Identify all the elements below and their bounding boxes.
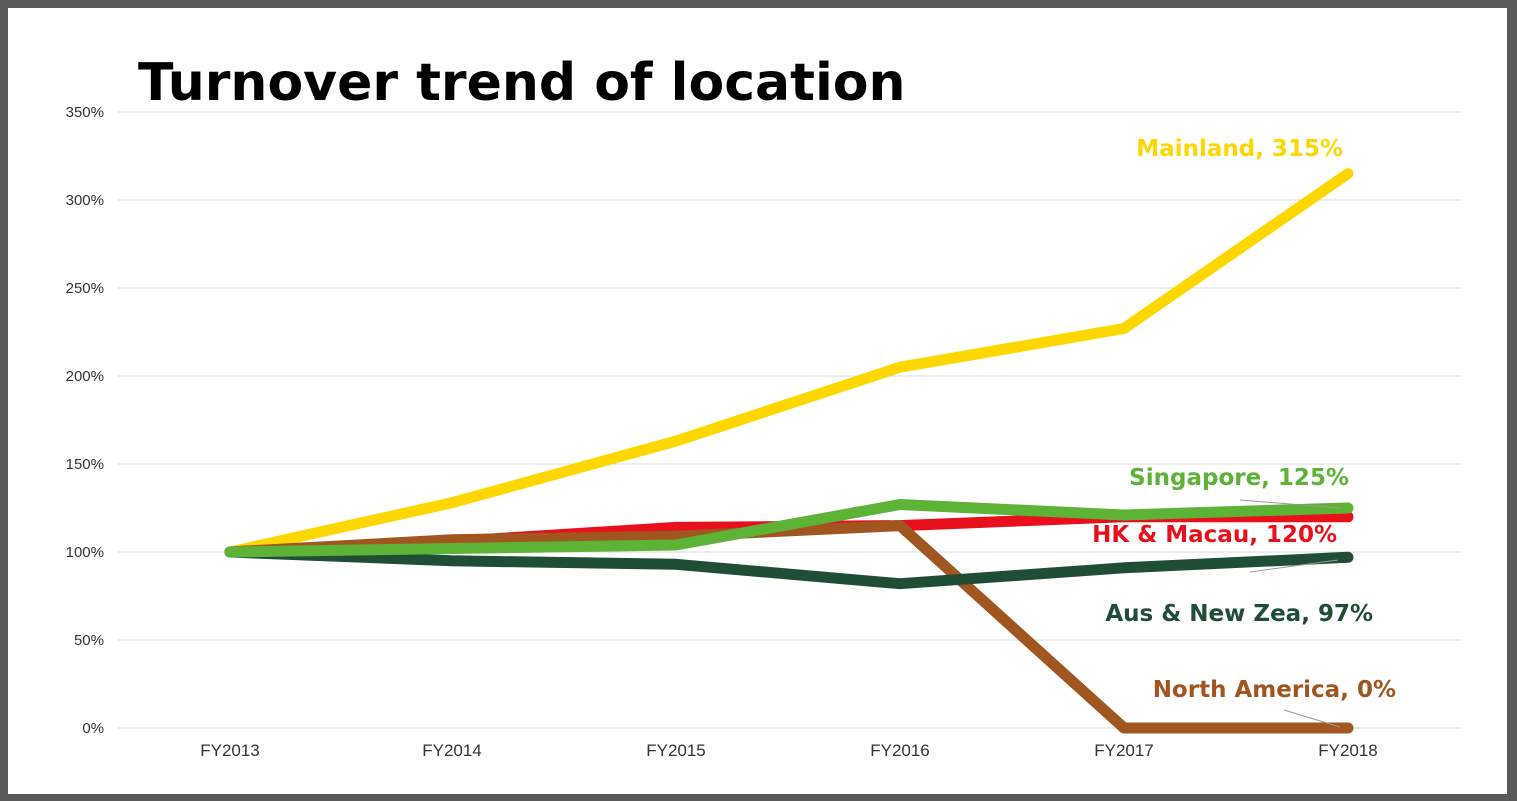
x-tick-label: FY2017 (1094, 741, 1154, 760)
y-tick-label: 150% (66, 456, 104, 473)
series-label-north-america: North America, 0% (1153, 677, 1396, 703)
line-chart: Turnover trend of location 0% 50% 100% 150%… (66, 53, 1461, 760)
label-leader-line (1239, 499, 1341, 509)
y-tick-label: 100% (66, 544, 104, 561)
y-tick-label: 250% (66, 280, 104, 297)
label-leader-line (1283, 709, 1341, 728)
series-line-mainland (224, 168, 1354, 558)
label-leader-line (1249, 559, 1339, 573)
y-tick-label: 300% (66, 192, 104, 209)
series-labels: Mainland, 315% HK & Macau, 120% North Amer… (1092, 136, 1396, 703)
series-label-aus-new-zea: Aus & New Zea, 97% (1105, 601, 1373, 627)
y-tick-label: 200% (66, 368, 104, 385)
gridlines (118, 111, 1461, 729)
y-tick-label: 50% (74, 632, 104, 649)
series-line-singapore (224, 499, 1354, 558)
y-tick-label: 0% (82, 720, 104, 737)
series-label-hk-macau: HK & Macau, 120% (1092, 522, 1337, 548)
slide: Turnover trend of location 0% 50% 100% 150%… (8, 8, 1507, 794)
x-tick-label: FY2018 (1318, 741, 1378, 760)
x-tick-label: FY2015 (646, 741, 706, 760)
series-lines (224, 168, 1354, 734)
x-tick-label: FY2014 (422, 741, 482, 760)
series-line-aus-new-zea (224, 546, 1354, 590)
y-tick-label: 350% (66, 104, 104, 121)
x-axis-ticks: FY2013 FY2014 FY2015 FY2016 FY2017 FY2018 (200, 741, 1378, 760)
series-label-mainland: Mainland, 315% (1136, 136, 1343, 162)
label-leaders (1239, 499, 1341, 728)
y-axis-ticks: 0% 50% 100% 150% 200% 250% 300% 350% (66, 104, 104, 737)
series-label-singapore: Singapore, 125% (1129, 465, 1349, 491)
x-tick-label: FY2016 (870, 741, 930, 760)
x-tick-label: FY2013 (200, 741, 260, 760)
series-line-north-america (224, 520, 1354, 734)
chart-title: Turnover trend of location (138, 53, 906, 113)
